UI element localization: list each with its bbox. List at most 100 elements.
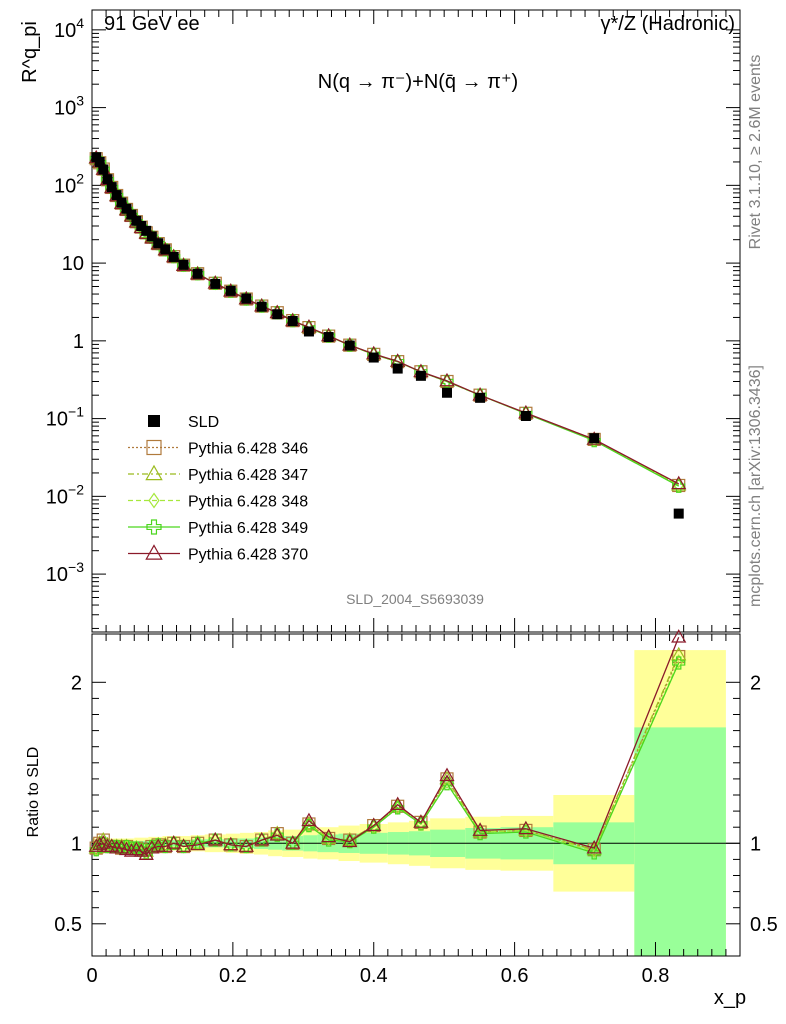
series-point-5 bbox=[671, 475, 687, 490]
legend-label-5: Pythia 6.428 370 bbox=[188, 547, 308, 564]
y-tick-label: 10 bbox=[62, 253, 84, 275]
ratio-point-5 bbox=[223, 836, 239, 851]
legend-marker-0 bbox=[148, 415, 160, 427]
ratio-point-5 bbox=[238, 838, 254, 852]
data-point bbox=[111, 190, 122, 201]
data-point bbox=[153, 238, 164, 249]
header-right: γ*/Z (Hadronic) bbox=[601, 13, 735, 35]
data-point bbox=[131, 215, 142, 226]
x-tick-label: 0.8 bbox=[642, 965, 670, 987]
y-tick-label: 10−3 bbox=[46, 559, 84, 586]
mcplots-label: mcplots.cern.ch [arXiv:1306.3436] bbox=[747, 365, 764, 607]
data-point bbox=[303, 326, 314, 337]
analysis-id: SLD_2004_S5693039 bbox=[346, 591, 484, 607]
ratio-point-5 bbox=[269, 827, 285, 841]
ratio-point-5 bbox=[123, 843, 140, 857]
ratio-point-5 bbox=[285, 835, 301, 849]
ratio-y-tick-label-right: 2 bbox=[750, 672, 761, 694]
ratio-point-5 bbox=[301, 812, 317, 827]
data-point bbox=[256, 301, 267, 312]
data-point bbox=[121, 203, 132, 214]
ratio-point-4 bbox=[672, 656, 686, 670]
y-tick-label: 10−2 bbox=[46, 481, 84, 508]
ratio-point-3 bbox=[589, 844, 600, 859]
ratio-y-tick-label-right: 0.5 bbox=[750, 914, 778, 936]
data-point bbox=[520, 410, 531, 421]
ratio-point-5 bbox=[92, 836, 108, 851]
data-point bbox=[225, 285, 236, 296]
y-tick-label: 10−1 bbox=[46, 404, 84, 431]
legend-marker-1 bbox=[146, 439, 162, 456]
x-tick-label: 0.4 bbox=[360, 965, 388, 987]
data-point bbox=[168, 251, 179, 262]
ratio-point-3 bbox=[323, 831, 334, 846]
data-point bbox=[323, 332, 334, 343]
ratio-point-4 bbox=[473, 827, 487, 841]
legend-label-1: Pythia 6.428 346 bbox=[188, 441, 308, 458]
legend: SLD Pythia 6.428 346 Pythia 6.428 347 Pythi… bbox=[128, 414, 308, 564]
ratio-y-tick-label-right: 1 bbox=[750, 833, 761, 855]
header-left: 91 GeV ee bbox=[104, 13, 200, 35]
legend-marker-3 bbox=[148, 492, 160, 509]
ratio-point-5 bbox=[128, 841, 145, 856]
ratio-point-5 bbox=[413, 814, 429, 828]
ratio-point-5 bbox=[518, 820, 534, 835]
data-point bbox=[475, 392, 486, 403]
data-point bbox=[102, 174, 113, 185]
data-point bbox=[146, 231, 157, 242]
ratio-point-5 bbox=[88, 838, 104, 852]
ratio-point-5 bbox=[207, 831, 223, 846]
ratio-point-5 bbox=[166, 835, 182, 849]
legend-label-2: Pythia 6.428 347 bbox=[188, 467, 308, 484]
data-point bbox=[94, 156, 105, 167]
ratio-y-tick-label: 0.5 bbox=[54, 914, 82, 936]
ratio-point-4 bbox=[367, 820, 381, 834]
y-tick-label: 102 bbox=[54, 170, 84, 197]
data-point bbox=[116, 197, 127, 208]
data-point bbox=[178, 259, 189, 270]
rivet-label: Rivet 3.1.10, ≥ 2.6M events bbox=[747, 55, 764, 250]
plot-title: N(q → π⁻)+N(q̄ → π⁺) bbox=[318, 71, 518, 93]
data-point bbox=[141, 225, 152, 236]
ratio-point-5 bbox=[586, 840, 602, 854]
ratio-y-tick-label: 2 bbox=[71, 672, 82, 694]
x-tick-label: 0.2 bbox=[219, 965, 247, 987]
ratio-point-5 bbox=[390, 796, 406, 811]
data-point bbox=[126, 209, 137, 220]
data-point bbox=[673, 508, 684, 519]
ratio-point-5 bbox=[175, 838, 192, 852]
legend-marker-2 bbox=[145, 464, 163, 481]
ratio-point-5 bbox=[104, 838, 120, 852]
x-tick-label: 0.6 bbox=[501, 965, 529, 987]
y-tick-label: 103 bbox=[54, 93, 84, 120]
data-point bbox=[241, 293, 252, 304]
legend-label-0: SLD bbox=[188, 414, 219, 431]
ratio-point-4 bbox=[414, 817, 428, 831]
data-point bbox=[192, 268, 203, 279]
series-point-5 bbox=[439, 372, 455, 387]
x-tick-label: 0 bbox=[86, 965, 97, 987]
data-point bbox=[368, 352, 379, 363]
legend-label-4: Pythia 6.428 349 bbox=[188, 520, 308, 537]
ratio-panel: 0 0.2 0.4 0.6 0.8 0.5 0.5 1 1 2 2 bbox=[54, 629, 778, 987]
data-point bbox=[272, 309, 283, 320]
series-point-4 bbox=[672, 479, 686, 493]
x-axis-label: x_p bbox=[714, 987, 746, 1009]
y-axis-label: R^q_pi bbox=[19, 21, 41, 83]
ratio-point-5 bbox=[439, 767, 455, 782]
ratio-point-2 bbox=[671, 646, 687, 661]
data-point bbox=[287, 316, 298, 326]
ratio-point-5 bbox=[118, 841, 135, 856]
data-point bbox=[160, 244, 171, 255]
data-point bbox=[589, 433, 600, 444]
ratio-y-tick-label: 1 bbox=[71, 833, 82, 855]
ratio-point-5 bbox=[113, 840, 130, 854]
data-point bbox=[98, 164, 109, 175]
ratio-point-5 bbox=[472, 822, 488, 836]
data-point bbox=[415, 370, 426, 381]
ratio-point-5 bbox=[321, 828, 337, 843]
ratio-band-green bbox=[634, 727, 726, 956]
ratio-point-5 bbox=[342, 833, 358, 848]
legend-marker-4 bbox=[146, 519, 162, 535]
ratio-point-3 bbox=[673, 654, 684, 669]
